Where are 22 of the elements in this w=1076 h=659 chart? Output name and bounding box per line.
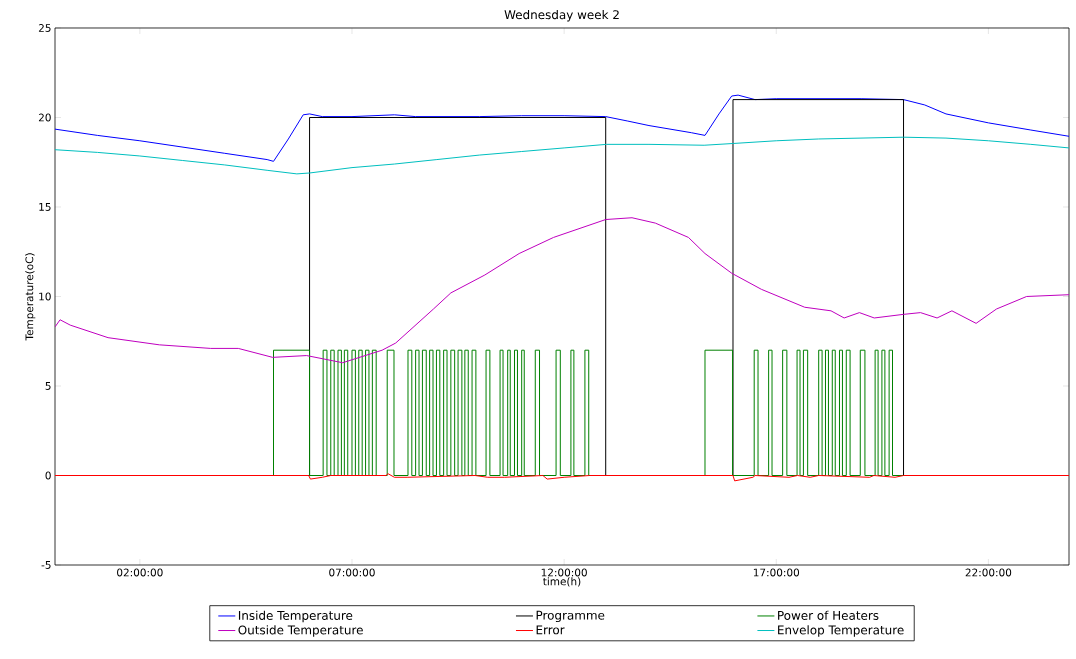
- y-tick-label: -5: [41, 561, 51, 569]
- x-tick-label: 22:00:00: [965, 568, 1012, 577]
- legend-label: Programme: [536, 610, 605, 623]
- line-series: [55, 217, 1070, 364]
- y-tick-label: 15: [39, 203, 51, 211]
- x-tick-label: 17:00:00: [753, 568, 800, 577]
- y-tick-label: 0: [45, 471, 51, 480]
- y-tick-label: 25: [38, 24, 51, 32]
- y-tick-label: 10: [39, 292, 51, 301]
- legend-label: Power of Heaters: [778, 610, 879, 620]
- legend-label: Inside Temperature: [238, 610, 353, 623]
- legend-label: Outside Temperature: [238, 625, 363, 637]
- chart-title: Wednesday week 2: [504, 9, 619, 22]
- legend-label: Error: [536, 625, 565, 635]
- y-tick-label: 20: [38, 113, 51, 122]
- x-axis-title: time(h): [543, 577, 581, 587]
- x-tick-label: 02:00:00: [117, 568, 163, 577]
- y-axis-title: Temperature(oC): [25, 253, 36, 341]
- legend-label: Envelop Temperature: [778, 625, 904, 637]
- x-tick-label: 12:00:00: [541, 568, 587, 577]
- x-tick-label: 07:00:00: [329, 568, 375, 577]
- y-tick-label: 5: [45, 382, 51, 390]
